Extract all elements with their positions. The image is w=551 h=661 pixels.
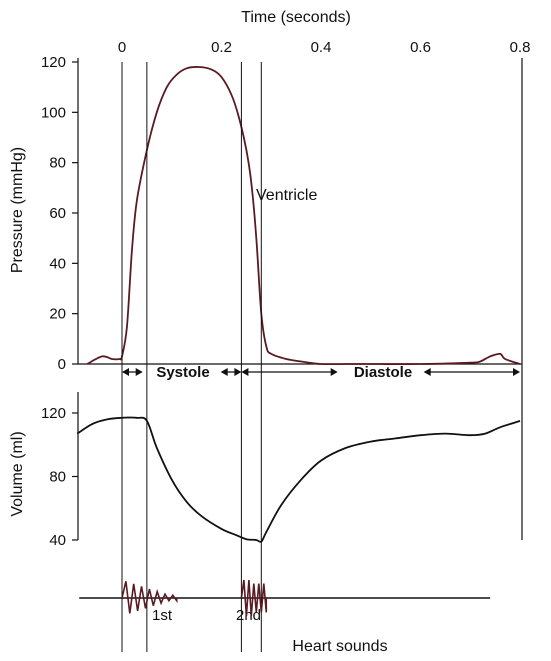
y-tick-label: 40	[49, 255, 66, 272]
y-tick-label: 0	[58, 356, 66, 373]
ventricle-pressure-line	[86, 66, 521, 366]
phase-arrow-systole-head-right	[234, 368, 242, 376]
phase-arrow-diastole-head-left	[241, 368, 249, 376]
x-tick-label: 0.6	[410, 39, 431, 56]
y-tick-label: 100	[41, 104, 66, 121]
phase-arrow-systole-head-right	[135, 368, 143, 376]
heart-sound-1st-label: 1st	[152, 607, 173, 624]
x-tick-label: 0.2	[211, 39, 232, 56]
pressure-axis-title: Pressure (mmHg)	[9, 147, 26, 273]
volume-axis-title: Volume (ml)	[9, 431, 26, 516]
diastole-label: Diastole	[354, 364, 412, 381]
x-tick-label: 0.4	[311, 39, 332, 56]
ventricle-series-label: Ventricle	[256, 187, 317, 204]
heart-sound-2nd-label: 2nd	[236, 607, 261, 624]
x-axis-title: Time (seconds)	[241, 9, 351, 26]
phase-arrow-systole-head-left	[220, 368, 228, 376]
y-tick-label: 60	[49, 205, 66, 222]
y-tick-label: 120	[41, 405, 66, 422]
y-tick-label: 20	[49, 306, 66, 323]
chart-marks: 0 0.2 0.4 0.6 0.8 0 20 40 60 80 100 120 40 80 120	[41, 39, 530, 652]
y-tick-label: 80	[49, 469, 66, 486]
phase-arrow-diastole-head-right	[513, 368, 520, 376]
x-tick-label: 0	[118, 39, 126, 56]
heart-sounds-title: Heart sounds	[292, 638, 387, 655]
y-tick-label: 40	[49, 532, 66, 549]
x-tick-label: 0.8	[510, 39, 531, 56]
systole-label: Systole	[156, 364, 209, 381]
heart-sound-wave-2nd	[240, 579, 268, 617]
volume-line	[76, 416, 521, 543]
y-tick-label: 120	[41, 54, 66, 71]
phase-arrow-diastole-head-right	[330, 368, 338, 376]
phase-arrow-diastole-head-left	[423, 368, 431, 376]
heart-sound-wave-1st	[121, 581, 178, 614]
y-tick-label: 80	[49, 155, 66, 172]
phase-arrow-systole-head-left	[122, 368, 129, 376]
